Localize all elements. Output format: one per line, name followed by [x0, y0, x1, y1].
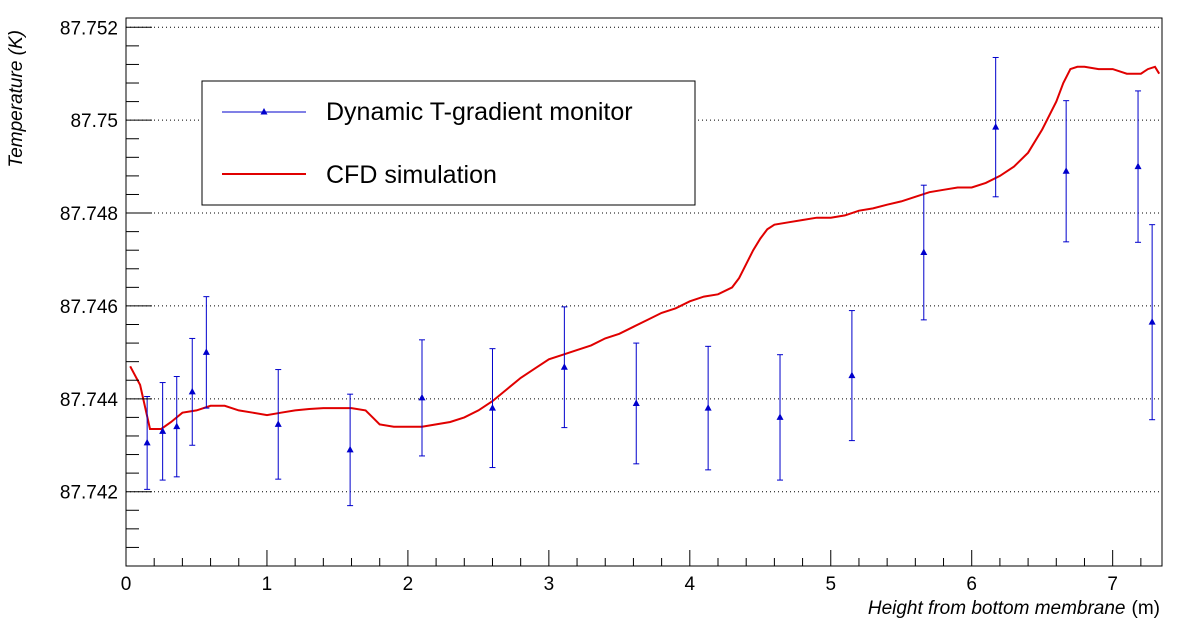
- data-point-marker: [704, 404, 712, 411]
- data-point-marker: [488, 404, 496, 411]
- tick-layer: 87.742 87.744 87.746 87.748 87.75 87.752 0 1 2 3 4…: [60, 18, 1142, 595]
- legend-box: [201, 80, 696, 206]
- series-layer: [129, 56, 1161, 507]
- data-point-marker: [848, 371, 856, 379]
- data-point-marker: [274, 420, 282, 427]
- data-point-marker: [920, 248, 928, 256]
- x-tick-label: 0: [121, 574, 132, 595]
- x-axis-title-text: Height from bottom membrane: [868, 598, 1126, 619]
- x-tick-label: 5: [825, 574, 836, 595]
- x-tick-label: 3: [544, 574, 555, 595]
- data-point-marker: [632, 399, 640, 406]
- data-point-marker: [346, 445, 354, 453]
- data-point-marker: [159, 427, 167, 434]
- data-point-marker: [560, 363, 568, 370]
- data-point-marker: [1148, 318, 1156, 325]
- y-tick-label: 87.744: [60, 390, 119, 411]
- plot-frame: [125, 17, 1163, 567]
- data-point-marker: [202, 348, 210, 355]
- legend-simulation-label: CFD simulation: [326, 161, 497, 189]
- x-tick-label: 4: [685, 574, 696, 595]
- legend-monitor-label: Dynamic T-gradient monitor: [326, 98, 633, 126]
- data-point-marker: [992, 123, 1000, 130]
- y-tick-label: 87.752: [60, 18, 118, 39]
- x-axis-title-unit: (m): [1132, 598, 1160, 619]
- data-point-marker: [1062, 167, 1070, 174]
- x-axis-title: Height from bottom membrane (m): [868, 598, 1160, 619]
- data-point-marker: [143, 438, 151, 446]
- data-point-marker: [188, 387, 196, 395]
- legend: Dynamic T-gradient monitor CFD simulatio…: [201, 80, 696, 206]
- y-tick-label: 87.75: [70, 111, 118, 132]
- y-tick-label: 87.742: [60, 483, 118, 504]
- x-tick-label: 7: [1107, 574, 1118, 595]
- x-tick-label: 1: [262, 574, 273, 595]
- y-tick-label: 87.746: [60, 297, 118, 318]
- cfd-simulation-line: [129, 65, 1161, 430]
- x-tick-label: 6: [966, 574, 977, 595]
- data-point-marker: [418, 393, 426, 401]
- legend-monitor-marker: [260, 108, 268, 115]
- data-point-marker: [173, 422, 181, 430]
- y-axis-title: Temperature (K): [6, 30, 27, 168]
- data-point-marker: [776, 413, 784, 420]
- y-tick-label: 87.748: [60, 204, 118, 225]
- x-tick-label: 2: [403, 574, 414, 595]
- data-point-marker: [1134, 162, 1142, 170]
